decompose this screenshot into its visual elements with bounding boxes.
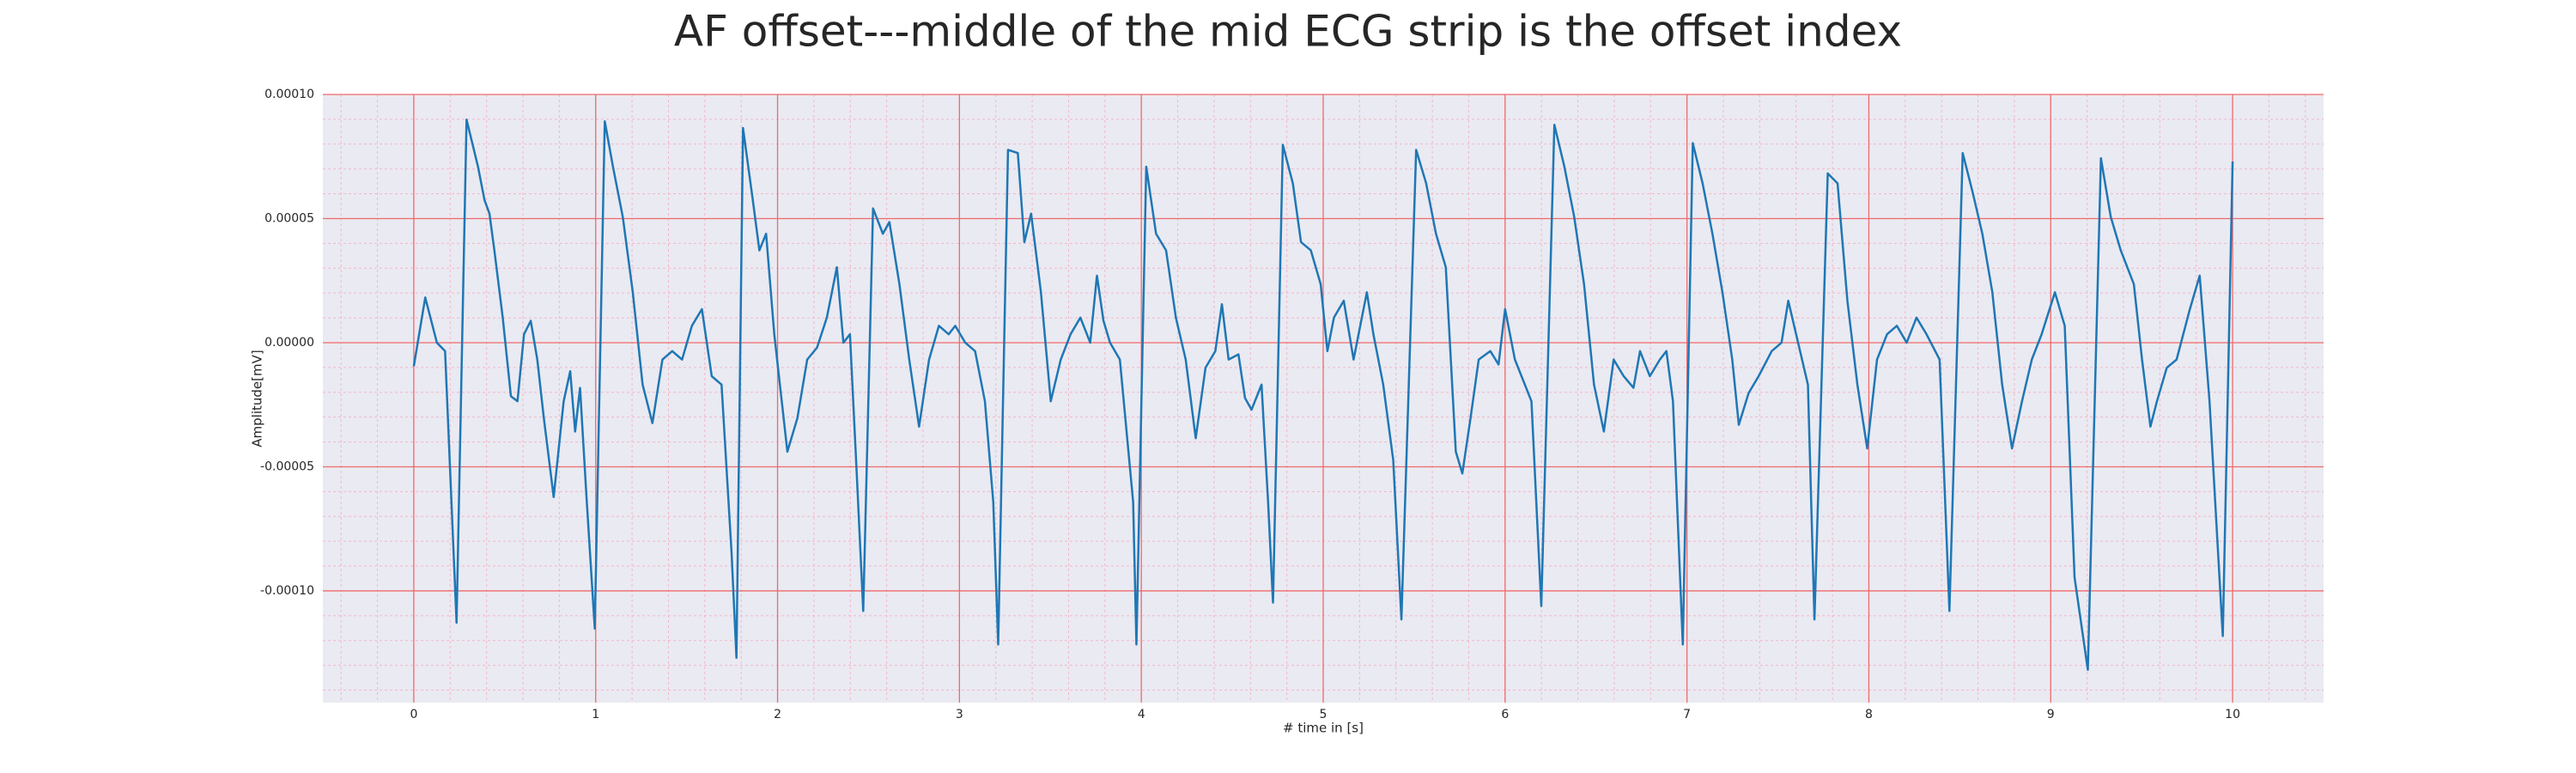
x-tick-label: 0 <box>410 708 417 721</box>
y-tick-label: 0.00000 <box>264 336 314 350</box>
y-axis-label: Amplitude[mV] <box>250 350 265 447</box>
x-axis-label: # time in [s] <box>1283 721 1364 736</box>
x-tick-label: 3 <box>956 708 963 721</box>
x-tick-label: 10 <box>2225 708 2240 721</box>
y-tick-label: -0.00005 <box>260 460 314 473</box>
ecg-line <box>412 118 2234 672</box>
marks <box>412 118 2234 672</box>
y-tick-label: -0.00010 <box>260 584 314 598</box>
x-tick-label: 4 <box>1138 708 1145 721</box>
x-tick-label: 1 <box>592 708 599 721</box>
x-tick-label: 2 <box>774 708 781 721</box>
x-tick-label: 8 <box>1865 708 1873 721</box>
y-tick-label: 0.00010 <box>264 88 314 101</box>
y-tick-label: 0.00005 <box>264 211 314 225</box>
x-tick-label: 5 <box>1320 708 1327 721</box>
x-tick-label: 9 <box>2047 708 2055 721</box>
x-tick-label: 6 <box>1501 708 1509 721</box>
chart-title: AF offset---middle of the mid ECG strip … <box>674 7 1902 57</box>
x-tick-label: 7 <box>1683 708 1691 721</box>
